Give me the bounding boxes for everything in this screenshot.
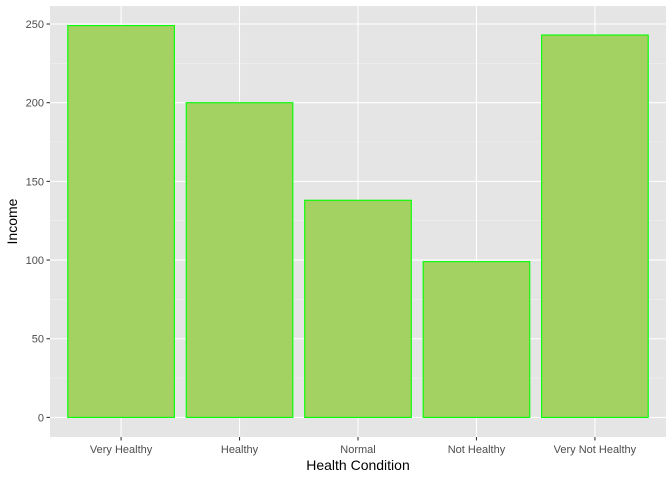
bar <box>304 199 412 418</box>
y-tick-label: 200 <box>26 98 44 110</box>
y-tick-label: 150 <box>26 176 44 188</box>
bars <box>67 25 649 418</box>
x-tick-label: Not Healthy <box>448 444 506 456</box>
y-axis: 0 50 100 150 200 250 <box>26 19 50 424</box>
y-axis-title: Income <box>4 198 20 244</box>
x-tick-label: Very Not Healthy <box>554 444 637 456</box>
bar <box>67 25 175 418</box>
bar <box>541 34 649 418</box>
y-tick-label: 50 <box>32 334 44 346</box>
x-tick-label: Normal <box>340 444 375 456</box>
x-tick-label: Healthy <box>221 444 259 456</box>
x-tick-label: Very Healthy <box>90 444 153 456</box>
y-tick-label: 0 <box>38 412 44 424</box>
y-tick-label: 100 <box>26 255 44 267</box>
bar <box>185 102 294 418</box>
x-axis-title: Health Condition <box>306 457 410 473</box>
y-tick-label: 250 <box>26 19 44 31</box>
x-axis: Very Healthy Healthy Normal Not Healthy Very… <box>90 437 637 456</box>
bar <box>422 261 531 418</box>
